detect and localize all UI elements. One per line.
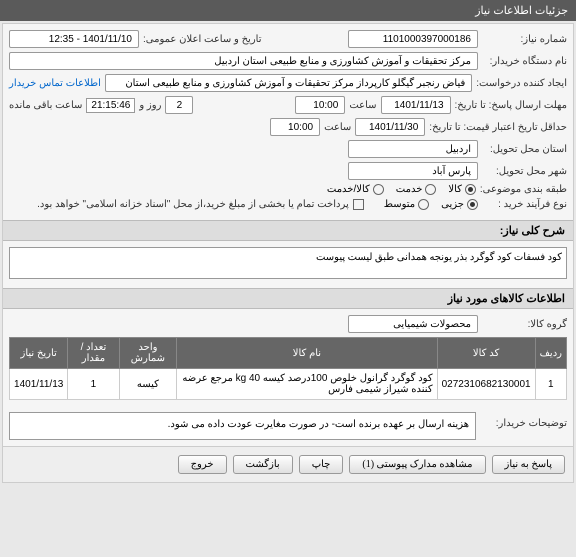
goods-table: ردیف کد کالا نام کالا واحد شمارش تعداد /… <box>9 337 567 400</box>
cell-qty: 1 <box>68 369 119 400</box>
creator-label: ایجاد کننده درخواست: <box>476 78 567 89</box>
exit-button[interactable]: خروج <box>178 455 227 474</box>
radio-minor-label: جزیی <box>441 199 464 210</box>
table-row: 1 0272310682130001 کود گوگرد گرانول خلوص… <box>10 369 567 400</box>
validity-time: 10:00 <box>270 118 320 136</box>
radio-medium[interactable] <box>418 199 429 210</box>
deadline-date: 1401/11/13 <box>381 96 451 114</box>
radio-goods[interactable] <box>465 184 476 195</box>
th-date: تاریخ نیاز <box>10 338 68 369</box>
goods-header: اطلاعات کالاهای مورد نیاز <box>3 288 573 309</box>
group-label: گروه کالا: <box>482 319 567 330</box>
cell-date: 1401/11/13 <box>10 369 68 400</box>
pay-note: پرداخت تمام یا بخشی از مبلغ خرید،از محل … <box>37 199 349 210</box>
th-qty: تعداد / مقدار <box>68 338 119 369</box>
validity-label: حداقل تاریخ اعتبار قیمت: تا تاریخ: <box>429 122 567 133</box>
desc-textarea[interactable] <box>9 247 567 279</box>
cell-name: کود گوگرد گرانول خلوص 100درصد کیسه 40 kg… <box>177 369 437 400</box>
th-unit: واحد شمارش <box>119 338 177 369</box>
treasury-checkbox[interactable] <box>353 199 364 210</box>
need-no-field: 1101000397000186 <box>348 30 478 48</box>
form-area: شماره نیاز: 1101000397000186 تاریخ و ساع… <box>3 24 573 220</box>
seller-note: هزینه ارسال بر عهده برنده است- در صورت م… <box>9 412 476 440</box>
days-left: 2 <box>165 96 193 114</box>
th-row: ردیف <box>535 338 566 369</box>
radio-both-label: کالا/خدمت <box>327 184 370 195</box>
radio-both[interactable] <box>373 184 384 195</box>
radio-goods-label: کالا <box>448 184 462 195</box>
buyer-field: مرکز تحقیقات و آموزش کشاورزی و منابع طبی… <box>9 52 478 70</box>
radio-minor[interactable] <box>467 199 478 210</box>
panel-title: جزئیات اطلاعات نیاز <box>475 5 568 17</box>
main-panel: شماره نیاز: 1101000397000186 تاریخ و ساع… <box>2 23 574 483</box>
contact-link[interactable]: اطلاعات تماس خریدار <box>9 78 101 89</box>
group-field: محصولات شیمیایی <box>348 315 478 333</box>
deadline-time: 10:00 <box>295 96 345 114</box>
time-label-2: ساعت <box>324 122 351 133</box>
buytype-group: جزیی متوسط <box>384 199 478 210</box>
announce-field: 1401/11/10 - 12:35 <box>9 30 139 48</box>
desc-header: شرح کلی نیاز: <box>3 220 573 241</box>
province-label: استان محل تحویل: <box>482 144 567 155</box>
need-no-label: شماره نیاز: <box>482 34 567 45</box>
cell-code: 0272310682130001 <box>437 369 535 400</box>
back-button[interactable]: بازگشت <box>233 455 293 474</box>
radio-medium-label: متوسط <box>384 199 415 210</box>
city-label: شهر محل تحویل: <box>482 166 567 177</box>
time-label-1: ساعت <box>349 100 376 111</box>
announce-label: تاریخ و ساعت اعلان عمومی: <box>143 34 262 45</box>
city-field: پارس آباد <box>348 162 478 180</box>
category-group: کالا خدمت کالا/خدمت <box>327 184 476 195</box>
cell-n: 1 <box>535 369 566 400</box>
reply-button[interactable]: پاسخ به نیاز <box>492 455 566 474</box>
validity-date: 1401/11/30 <box>355 118 425 136</box>
print-button[interactable]: چاپ <box>299 455 344 474</box>
radio-service[interactable] <box>425 184 436 195</box>
province-field: اردبیل <box>348 140 478 158</box>
panel-header: جزئیات اطلاعات نیاز <box>0 0 576 21</box>
deadline-label: مهلت ارسال پاسخ: تا تاریخ: <box>455 100 567 111</box>
buyer-label: نام دستگاه خریدار: <box>482 56 567 67</box>
desc-label: شرح کلی نیاز: <box>500 225 565 237</box>
category-label: طبقه بندی موضوعی: <box>480 184 567 195</box>
th-code: کد کالا <box>437 338 535 369</box>
th-name: نام کالا <box>177 338 437 369</box>
creator-field: فیاض رنجبر گیگلو کارپرداز مرکز تحقیقات و… <box>105 74 472 92</box>
radio-service-label: خدمت <box>396 184 423 195</box>
seller-label: توضیحات خریدار: <box>482 412 567 429</box>
attach-button[interactable]: مشاهده مدارک پیوستی (1) <box>349 455 485 474</box>
countdown: 21:15:46 <box>86 98 135 113</box>
day-label: روز و <box>139 100 161 111</box>
buytype-label: نوع فرآیند خرید : <box>482 199 567 210</box>
button-bar: پاسخ به نیاز مشاهده مدارک پیوستی (1) چاپ… <box>3 446 573 482</box>
cell-unit: کیسه <box>119 369 177 400</box>
remain-label: ساعت باقی مانده <box>9 100 82 111</box>
